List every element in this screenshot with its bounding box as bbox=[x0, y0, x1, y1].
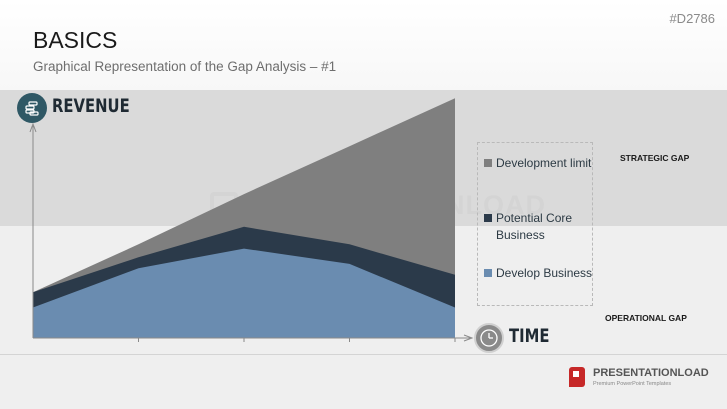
logo-icon bbox=[569, 367, 585, 387]
slide-id: #D2786 bbox=[669, 11, 715, 26]
legend-label: Development limit bbox=[496, 156, 592, 170]
clock-icon bbox=[474, 323, 504, 353]
slide-header bbox=[0, 0, 727, 90]
chart-axes bbox=[29, 122, 474, 342]
area-series-2 bbox=[33, 248, 455, 338]
legend-label: Develop Business bbox=[496, 266, 593, 280]
footer-divider bbox=[0, 354, 727, 355]
operational-gap-label: OPERATIONAL GAP bbox=[605, 313, 687, 323]
coins-icon bbox=[17, 93, 47, 123]
legend-swatch bbox=[484, 159, 492, 167]
y-axis-arrow bbox=[29, 122, 37, 133]
logo-tagline: Premium PowerPoint Templates bbox=[593, 381, 672, 387]
y-axis-label: REVENUE bbox=[52, 95, 130, 117]
x-axis-label: TIME bbox=[509, 325, 550, 347]
legend-swatch bbox=[484, 269, 492, 277]
legend-swatch bbox=[484, 214, 492, 222]
legend-item-development-limit: Development limit bbox=[484, 155, 596, 172]
strategic-gap-label: STRATEGIC GAP bbox=[620, 153, 690, 163]
legend bbox=[477, 142, 593, 306]
x-axis-arrow bbox=[463, 334, 474, 342]
legend-item-potential-core-business: Potential Core Business bbox=[484, 210, 596, 244]
chart-areas bbox=[33, 98, 455, 338]
slide-title: BASICS bbox=[33, 27, 118, 53]
slide-subtitle: Graphical Representation of the Gap Anal… bbox=[33, 59, 337, 74]
legend-item-develop-business: Develop Business bbox=[484, 265, 596, 282]
logo-name: PRESENTATIONLOAD bbox=[593, 367, 709, 379]
presentationload-logo: PRESENTATIONLOAD Premium PowerPoint Temp… bbox=[569, 365, 719, 391]
legend-label: Potential Core Business bbox=[496, 211, 573, 242]
